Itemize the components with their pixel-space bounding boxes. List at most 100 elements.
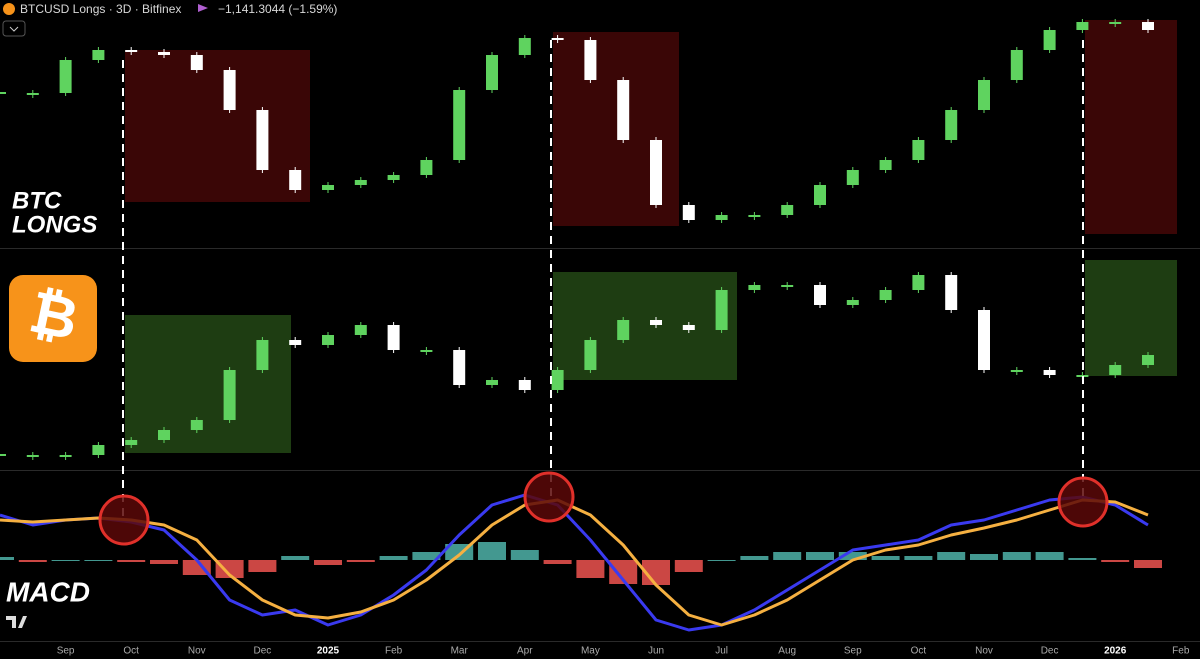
panel-label: MACD [6, 576, 90, 607]
panel-label: LONGS [12, 211, 97, 238]
x-tick-label: Jun [648, 646, 664, 657]
candle [486, 380, 498, 385]
histogram-bar [707, 560, 736, 561]
histogram-bar [1002, 552, 1031, 560]
histogram-bar [84, 560, 113, 561]
candle [1109, 365, 1122, 375]
candle [1043, 30, 1056, 50]
candle [354, 325, 367, 335]
panel-label: BTC [12, 187, 62, 214]
chevron [9, 26, 19, 32]
candle [354, 180, 367, 185]
bitcoin-logo [9, 275, 97, 362]
candle [289, 340, 302, 345]
cross-marker [523, 471, 575, 523]
candle [978, 310, 990, 370]
histogram-bar [248, 560, 277, 572]
histogram-bar [806, 552, 834, 560]
flag-icon [198, 4, 208, 12]
candle [125, 440, 138, 445]
x-tick-label: Jul [715, 646, 728, 657]
histogram-bar [314, 560, 342, 565]
histogram-bar [871, 556, 900, 560]
candle [256, 340, 269, 370]
histogram-bar [117, 560, 146, 562]
candle [584, 340, 597, 370]
histogram-bar [937, 552, 966, 560]
candle [158, 430, 170, 440]
histogram-bar [215, 560, 244, 578]
candle [978, 80, 990, 110]
candle [912, 275, 925, 290]
candle [0, 454, 6, 456]
candle [1076, 22, 1089, 30]
x-tick-label: Sep [844, 646, 862, 657]
histogram-bar [1068, 558, 1097, 560]
candle [846, 300, 859, 305]
histogram-bar [379, 556, 408, 560]
x-tick-label: May [581, 646, 600, 657]
candle [781, 285, 794, 287]
candle [879, 160, 892, 170]
x-tick-label: Dec [254, 646, 272, 657]
histogram-bar [773, 552, 802, 560]
x-tick-label: Oct [123, 646, 139, 657]
histogram-bar [346, 560, 375, 562]
histogram-bar [281, 556, 310, 560]
candle [879, 290, 892, 300]
short-zone [1085, 20, 1177, 234]
candle [92, 445, 105, 455]
signal-lines [122, 40, 1084, 520]
candle [912, 140, 925, 160]
x-tick-label: Feb [1172, 646, 1190, 657]
candle [59, 455, 72, 457]
candle [92, 50, 105, 60]
x-tick-label: Oct [911, 646, 927, 657]
candle [682, 205, 695, 220]
symbol-title: BTCUSD Longs · 3D · Bitfinex [20, 2, 181, 16]
candle [584, 40, 597, 80]
candle [617, 80, 630, 140]
histogram-bar [904, 556, 933, 560]
cross-marker [98, 494, 150, 546]
candle [190, 55, 203, 70]
histogram-bar [18, 560, 47, 562]
candle [322, 335, 334, 345]
candle [26, 455, 39, 457]
candle [420, 350, 433, 352]
histogram-bar [412, 552, 441, 560]
x-tick-label: Apr [517, 646, 533, 657]
x-tick-label: 2025 [317, 646, 340, 657]
x-tick-label: 2026 [1104, 646, 1127, 657]
candle [1142, 22, 1154, 30]
candle [453, 350, 466, 385]
candle [125, 50, 138, 52]
candle [223, 370, 236, 420]
macd-line [0, 498, 1149, 627]
histogram-bar [478, 542, 506, 560]
histogram-bar [674, 560, 703, 572]
candle [748, 215, 761, 217]
candle [26, 93, 39, 95]
candle [814, 285, 826, 305]
candle [814, 185, 826, 205]
histogram-bar [150, 560, 178, 564]
candle [1043, 370, 1056, 375]
candle [0, 92, 6, 94]
long-zone [125, 315, 291, 453]
candle [1010, 50, 1023, 80]
x-tick-label: Aug [778, 646, 796, 657]
histogram-bar [1035, 552, 1064, 560]
long-zone [1085, 260, 1177, 376]
candle [322, 185, 334, 190]
candle [715, 290, 728, 330]
collapse-button[interactable] [2, 20, 26, 37]
histogram-bar [51, 560, 80, 561]
candle [387, 175, 400, 180]
histogram-bar [1101, 560, 1130, 562]
long-zone [553, 272, 737, 380]
candle [650, 140, 662, 205]
candle [256, 110, 269, 170]
candle [190, 420, 203, 430]
